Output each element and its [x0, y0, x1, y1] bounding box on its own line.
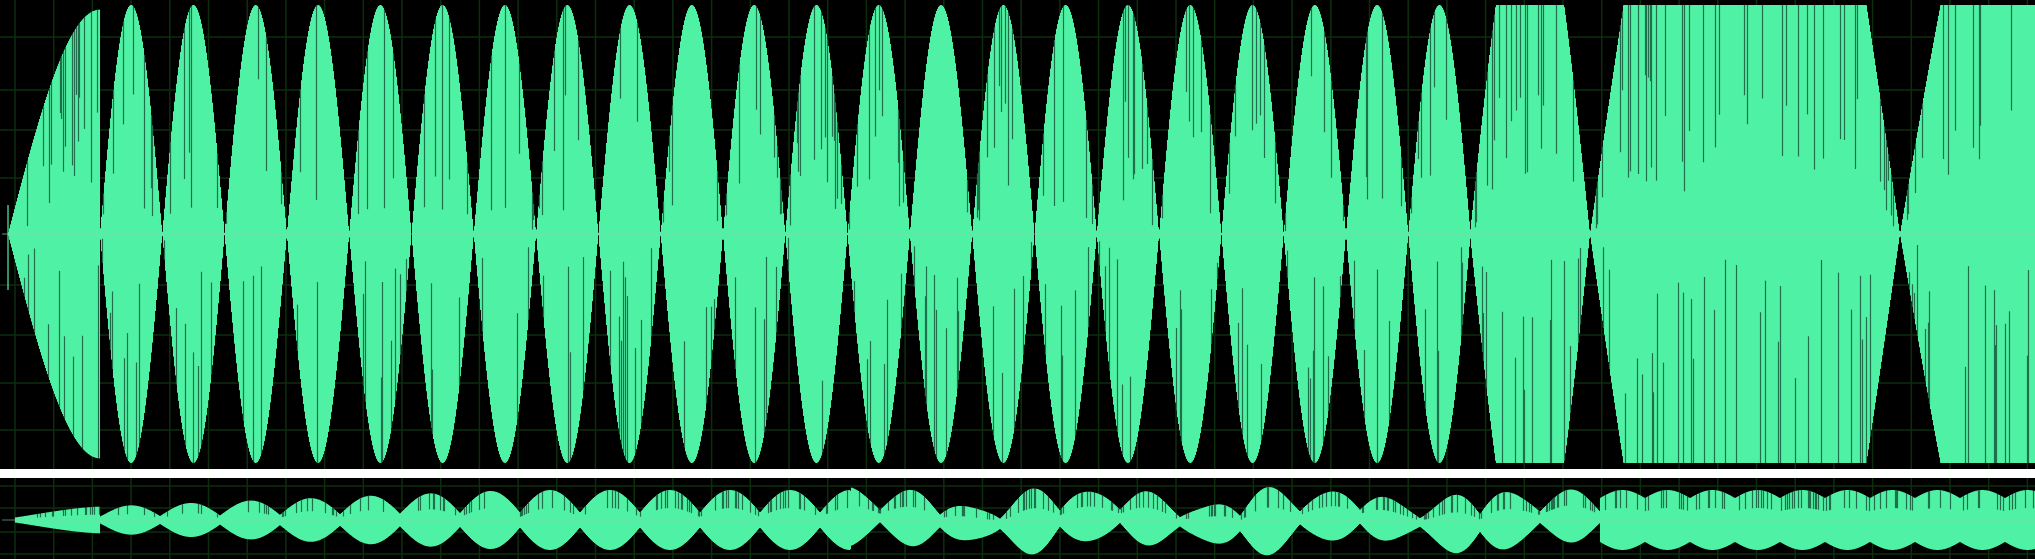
track-separator[interactable] [0, 469, 2035, 478]
waveform-bottom-streaks [36, 487, 2035, 521]
waveform-canvas-bottom[interactable] [0, 478, 2035, 559]
waveform-track-1[interactable] [0, 0, 2035, 469]
waveform-top-streaks [23, 5, 2030, 463]
waveform-track-2[interactable] [0, 478, 2035, 559]
waveform-canvas-top[interactable] [0, 0, 2035, 469]
